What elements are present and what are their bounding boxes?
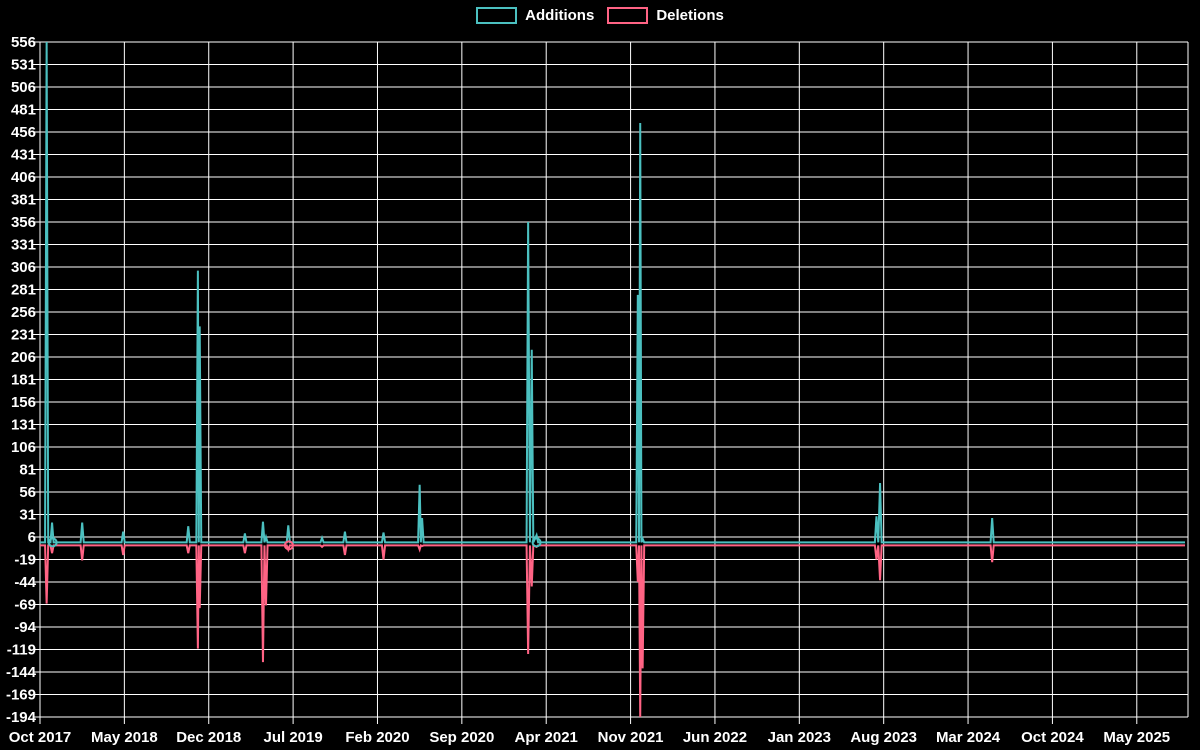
y-tick-label: 331 (11, 237, 36, 254)
x-tick-label: Oct 2017 (9, 729, 72, 746)
x-tick-label: Jan 2023 (768, 729, 831, 746)
y-tick-label: -69 (14, 597, 36, 614)
y-tick-label: -119 (7, 642, 36, 659)
x-tick-label: Mar 2024 (936, 729, 1001, 746)
axis-labels: 556 531 506 481 456 431 406 381 356 331 306 281 256 2… (6, 34, 1170, 746)
zero-point-marker[interactable] (283, 540, 294, 551)
x-tick-label: Oct 2024 (1021, 729, 1084, 746)
y-tick-label: -169 (6, 687, 36, 704)
x-tick-label: Apr 2021 (515, 729, 578, 746)
deletions-line (40, 543, 1185, 718)
x-tick-label: Jun 2022 (683, 729, 747, 746)
y-tick-label: 556 (11, 34, 36, 51)
deletions-label: Deletions (656, 7, 724, 24)
y-tick-label: 256 (11, 304, 36, 321)
additions-label: Additions (525, 7, 595, 24)
y-tick-label: 356 (11, 214, 36, 231)
y-tick-label: 281 (11, 282, 36, 299)
zero-point-marker[interactable] (531, 537, 542, 548)
x-tick-label: Aug 2023 (850, 729, 917, 746)
x-tick-label: Dec 2018 (176, 729, 241, 746)
y-tick-label: 181 (11, 372, 36, 389)
x-tick-label: May 2018 (91, 729, 158, 746)
y-tick-label: 206 (11, 349, 36, 366)
y-tick-label: 506 (11, 79, 36, 96)
x-tick-label: May 2025 (1103, 729, 1170, 746)
y-tick-label: 31 (19, 507, 36, 524)
x-tick-label: Feb 2020 (345, 729, 409, 746)
y-tick-label: -144 (6, 664, 37, 681)
y-tick-label: -19 (14, 552, 36, 569)
y-tick-label: 481 (11, 102, 36, 119)
y-tick-label: 81 (19, 462, 36, 479)
gridlines (33, 41, 1189, 724)
y-tick-label: 131 (11, 417, 36, 434)
y-tick-label: 431 (11, 147, 36, 164)
y-tick-label: -94 (14, 619, 36, 636)
x-tick-label: Sep 2020 (429, 729, 494, 746)
y-tick-label: 56 (19, 484, 36, 501)
y-tick-label: 381 (11, 192, 36, 209)
y-tick-label: 231 (11, 327, 36, 344)
x-tick-label: Jul 2019 (263, 729, 322, 746)
y-tick-label: -44 (14, 574, 36, 591)
additions-line (40, 41, 1185, 544)
deletions-swatch (607, 7, 649, 24)
additions-swatch (476, 7, 518, 24)
zero-point-marker[interactable] (47, 537, 58, 548)
y-tick-label: 306 (11, 259, 36, 276)
y-tick-label: -194 (6, 709, 37, 726)
y-tick-label: 456 (11, 124, 36, 141)
y-tick-label: 6 (28, 529, 36, 546)
y-tick-label: 531 (11, 57, 36, 74)
legend-item-deletions[interactable]: Deletions (607, 7, 724, 24)
chart-legend: Additions Deletions (0, 7, 1200, 24)
y-tick-label: 156 (11, 394, 36, 411)
y-tick-label: 406 (11, 169, 36, 186)
y-tick-label: 106 (11, 439, 36, 456)
x-tick-label: Nov 2021 (598, 729, 664, 746)
legend-item-additions[interactable]: Additions (476, 7, 594, 24)
